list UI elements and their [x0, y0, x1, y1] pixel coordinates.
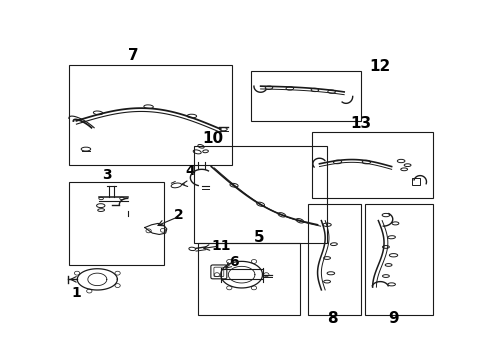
Text: 13: 13: [351, 116, 372, 131]
Text: 6: 6: [229, 255, 239, 269]
Bar: [69, 182, 164, 265]
Text: 7: 7: [128, 48, 139, 63]
Bar: [194, 146, 327, 243]
Text: 12: 12: [369, 59, 391, 74]
Text: 3: 3: [102, 168, 112, 182]
Text: 10: 10: [202, 131, 224, 146]
Text: 9: 9: [388, 311, 399, 326]
Bar: [412, 177, 420, 185]
Bar: [251, 71, 361, 121]
Bar: [198, 243, 300, 315]
Text: 5: 5: [253, 230, 264, 245]
Text: 2: 2: [174, 208, 184, 222]
Bar: [312, 132, 433, 198]
Bar: [365, 204, 434, 315]
Bar: [308, 204, 361, 315]
Text: 11: 11: [211, 239, 230, 253]
Text: 1: 1: [72, 286, 81, 300]
Bar: [69, 66, 232, 165]
Text: 4: 4: [186, 164, 195, 178]
Text: 8: 8: [327, 311, 338, 326]
